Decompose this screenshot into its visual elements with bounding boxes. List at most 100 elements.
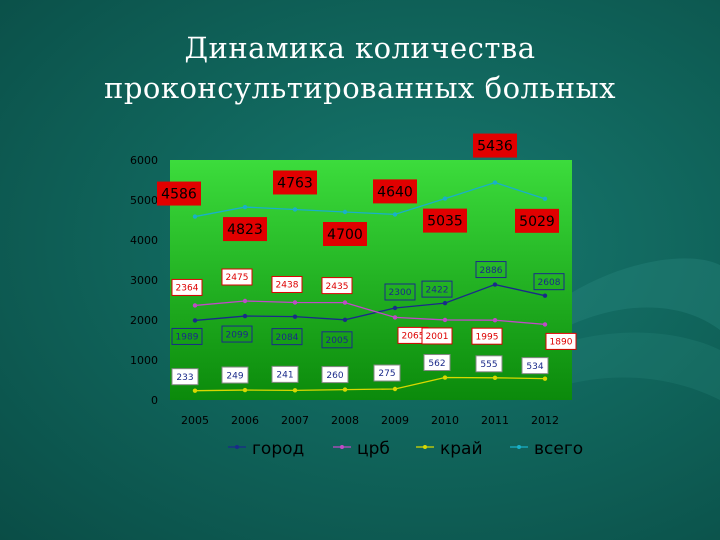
data-labels: 4586 4823 4763 4700 4640 5035 5436 5029 2364 2475…	[157, 133, 577, 386]
data-label-box	[271, 365, 299, 383]
data-label: 2300	[389, 288, 412, 298]
y-axis: 0 1000 2000 3000 4000 5000 6000	[130, 154, 158, 407]
data-label: 2005	[326, 336, 349, 346]
data-label: 4763	[277, 176, 313, 192]
data-point-всего	[192, 214, 198, 219]
data-point-край	[392, 386, 398, 392]
data-label: 2099	[226, 330, 249, 340]
data-point-всего	[292, 207, 298, 212]
data-label-box	[475, 355, 503, 373]
data-label-box	[221, 325, 253, 343]
x-tick-label: 2005	[181, 414, 209, 427]
data-label: 2608	[538, 278, 561, 288]
data-label-box	[421, 280, 453, 298]
data-label: 2475	[226, 273, 249, 283]
data-point-црб	[192, 303, 198, 308]
data-label-box	[373, 179, 417, 204]
data-label-box	[533, 273, 565, 291]
data-label-box	[223, 217, 267, 242]
data-label-box	[221, 366, 249, 384]
data-label-box	[475, 261, 507, 279]
data-label-box	[373, 364, 401, 382]
data-label: 233	[176, 373, 193, 383]
data-label: 2435	[326, 282, 349, 292]
x-axis: 2005 2006 2007 2008 2009 2010 2011 2012	[181, 414, 559, 427]
data-label-box	[515, 208, 559, 233]
y-tick-label: 5000	[130, 194, 158, 207]
data-label: 5436	[477, 139, 513, 155]
data-label: 1995	[476, 332, 499, 342]
data-label: 2001	[426, 332, 449, 342]
slide-title-line-1: Динамика количества	[184, 31, 536, 65]
data-point-црб	[542, 322, 548, 327]
legend-marker-црб	[340, 445, 344, 449]
data-point-край	[192, 388, 198, 393]
x-tick-label: 2009	[381, 414, 409, 427]
data-point-всего	[392, 212, 398, 217]
data-label: 2065	[402, 332, 425, 342]
x-tick-label: 2010	[431, 414, 459, 427]
series-line-всего	[194, 181, 546, 218]
data-label-box	[271, 275, 303, 293]
data-point-город	[242, 313, 248, 319]
data-label: 241	[276, 371, 293, 381]
data-label-box	[171, 327, 203, 345]
series-line-город	[194, 283, 546, 322]
legend-label: всего	[534, 439, 583, 459]
data-point-всего	[242, 204, 248, 210]
data-point-всего	[492, 180, 498, 185]
data-label-box	[471, 327, 503, 345]
data-label: 562	[428, 359, 445, 369]
data-label-box	[545, 332, 577, 350]
data-point-всего	[542, 196, 548, 202]
data-point-город	[292, 314, 298, 319]
data-label-box	[321, 277, 353, 295]
data-label-box	[321, 331, 353, 349]
data-point-црб	[392, 315, 398, 320]
data-label: 1989	[176, 333, 199, 343]
data-point-город	[342, 317, 348, 322]
data-label: 2364	[176, 284, 199, 294]
data-label-box	[421, 327, 453, 345]
x-tick-label: 2012	[531, 414, 559, 427]
x-tick-label: 2008	[331, 414, 359, 427]
data-label: 4700	[327, 227, 363, 243]
data-label-box	[221, 268, 253, 286]
data-label-box	[157, 181, 201, 206]
data-point-край	[292, 388, 298, 393]
data-label: 2886	[480, 266, 503, 276]
legend-label: црб	[357, 439, 390, 459]
data-label: 5029	[519, 214, 555, 230]
data-label: 534	[526, 362, 543, 372]
data-point-край	[342, 387, 348, 392]
data-point-црб	[442, 317, 448, 323]
series-line-край	[194, 376, 546, 392]
slide-title: Динамика количества проконсультированных…	[0, 28, 720, 108]
data-point-црб	[292, 300, 298, 305]
y-tick-label: 2000	[130, 314, 158, 327]
x-tick-label: 2006	[231, 414, 259, 427]
data-label: 249	[226, 371, 243, 381]
data-label: 2084	[276, 333, 299, 343]
data-point-край	[442, 375, 448, 380]
series-line-црб	[194, 300, 546, 326]
data-point-город	[392, 305, 398, 311]
data-label-box	[171, 368, 199, 386]
data-label: 2438	[276, 281, 299, 291]
data-label-box	[423, 208, 467, 233]
data-label-box	[323, 222, 367, 246]
data-point-край	[492, 375, 498, 380]
data-point-црб	[242, 298, 248, 304]
data-point-црб	[342, 300, 348, 305]
data-label-box	[423, 354, 451, 372]
x-tick-label: 2011	[481, 414, 509, 427]
x-tick-label: 2007	[281, 414, 309, 427]
legend-marker-край	[423, 445, 427, 449]
y-tick-label: 1000	[130, 354, 158, 367]
data-point-край	[242, 387, 248, 393]
data-point-город	[192, 318, 198, 323]
legend-label: край	[440, 439, 483, 459]
data-point-город	[492, 282, 498, 287]
data-label-box	[171, 278, 203, 296]
